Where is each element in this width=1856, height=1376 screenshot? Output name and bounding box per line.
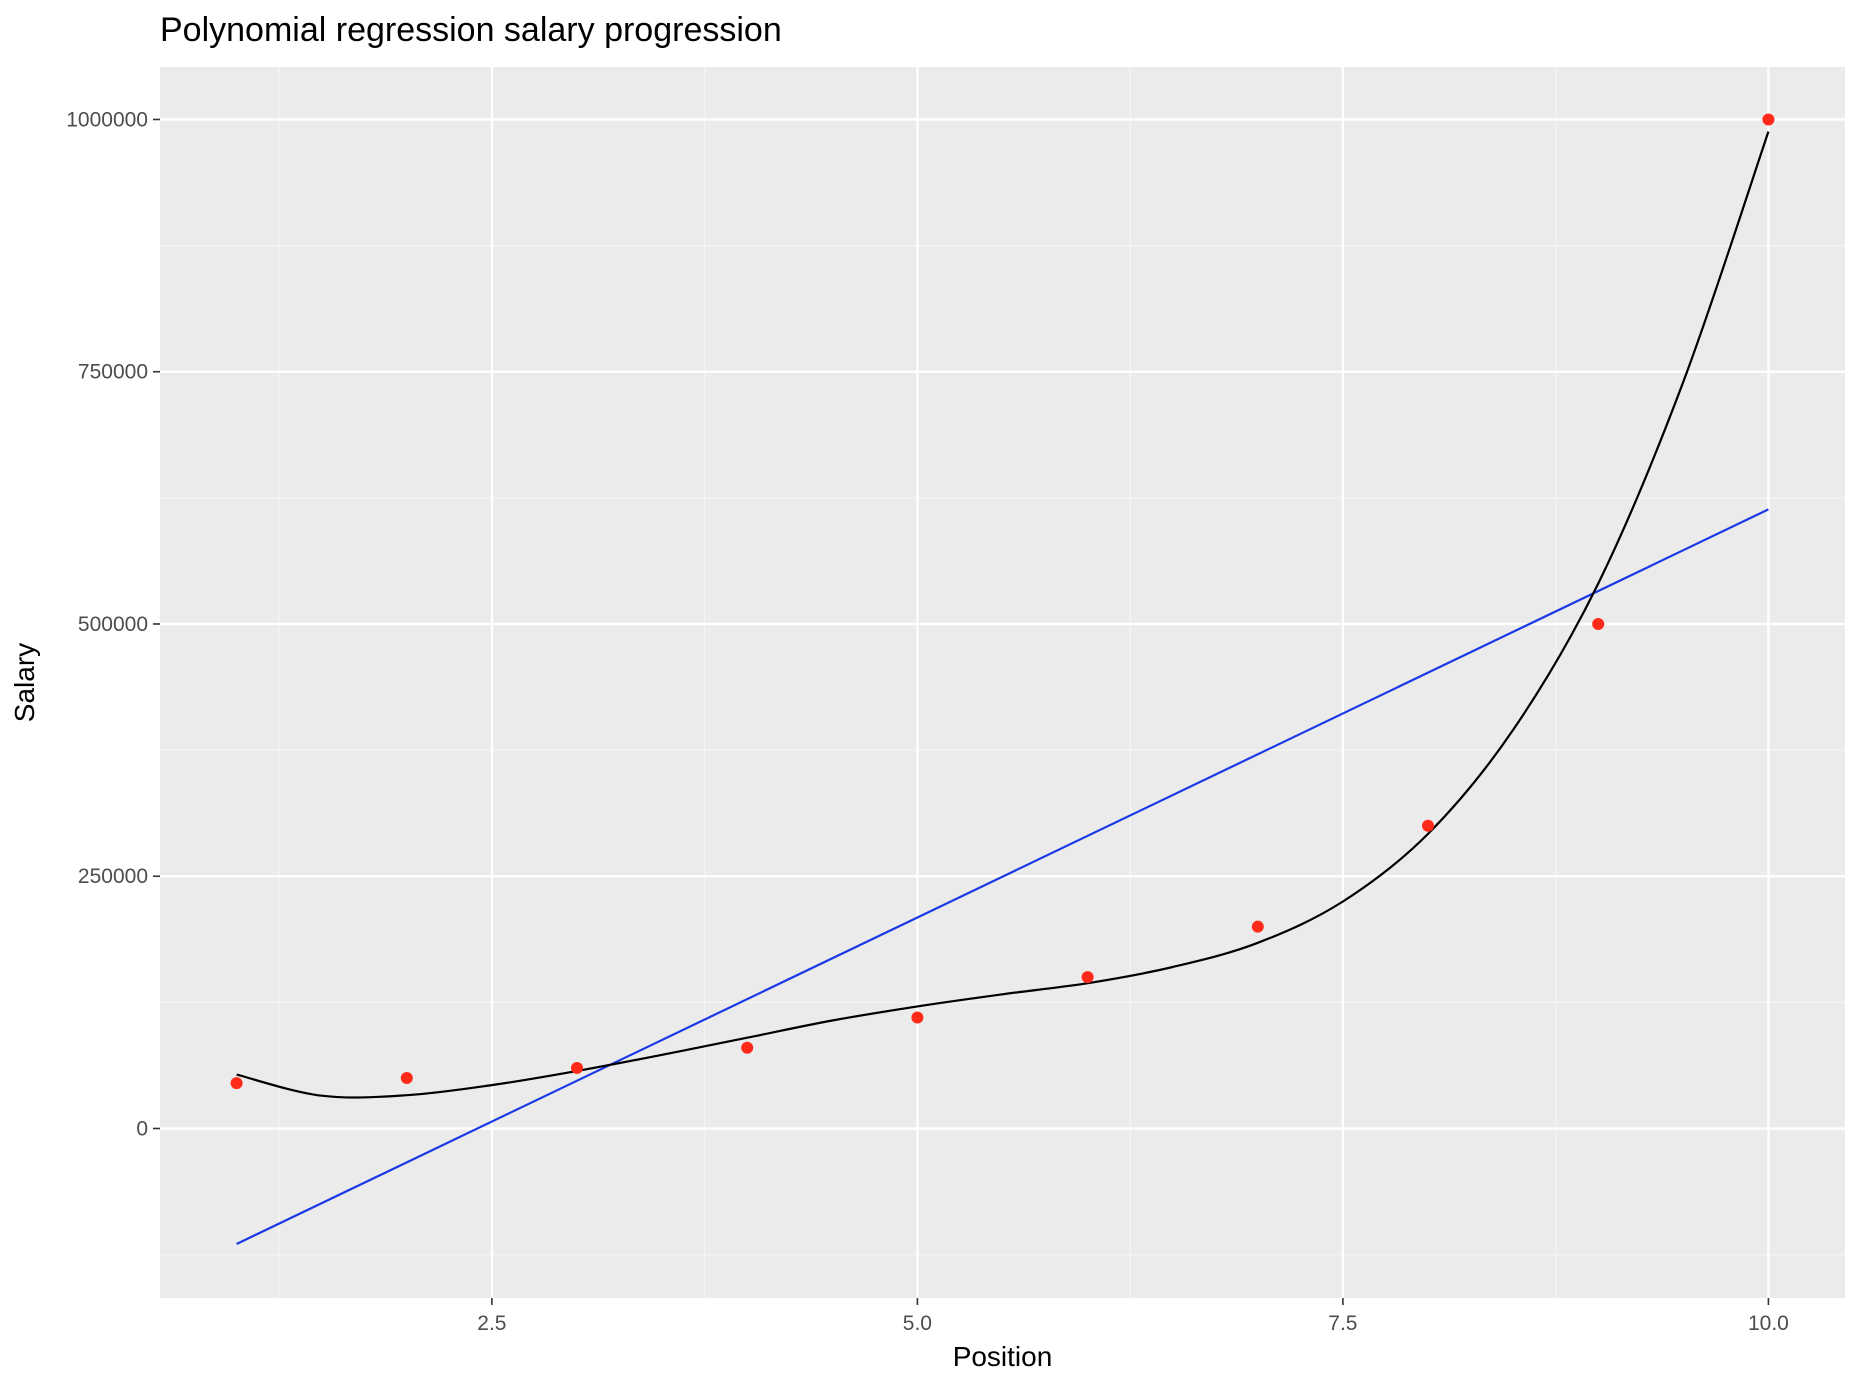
data-point xyxy=(1081,971,1094,984)
y-axis-title: Salary xyxy=(9,643,40,722)
linear-fit-line xyxy=(236,508,1769,1245)
data-point xyxy=(1422,819,1435,832)
data-point xyxy=(1762,113,1775,126)
data-point xyxy=(230,1077,243,1090)
x-tick-label: 2.5 xyxy=(477,1312,506,1335)
x-tick-label: 10.0 xyxy=(1748,1312,1789,1335)
data-point xyxy=(1251,920,1264,933)
y-tick-label: 750000 xyxy=(78,361,148,384)
data-point xyxy=(400,1072,413,1085)
polynomial-fit-curve xyxy=(236,131,1770,1099)
y-tick-label: 500000 xyxy=(78,613,148,636)
y-tick-label: 1000000 xyxy=(66,108,148,131)
data-point xyxy=(570,1061,583,1074)
chart-title: Polynomial regression salary progression xyxy=(160,11,782,49)
data-point xyxy=(741,1041,754,1054)
y-axis: 0 250000 500000 750000 1000000 xyxy=(66,108,160,1140)
plot-panel xyxy=(160,67,1845,1298)
y-tick-label: 250000 xyxy=(78,865,148,888)
x-tick-label: 7.5 xyxy=(1328,1312,1357,1335)
series-layer xyxy=(236,131,1770,1245)
data-point xyxy=(1592,617,1605,630)
points-layer xyxy=(230,113,1775,1090)
data-point xyxy=(911,1011,924,1024)
y-tick-label: 0 xyxy=(136,1117,148,1140)
grid-minor xyxy=(160,67,1845,1298)
x-axis-title: Position xyxy=(953,1341,1053,1372)
x-tick-label: 5.0 xyxy=(903,1312,932,1335)
x-axis: 2.5 5.0 7.5 10.0 xyxy=(477,1298,1789,1335)
